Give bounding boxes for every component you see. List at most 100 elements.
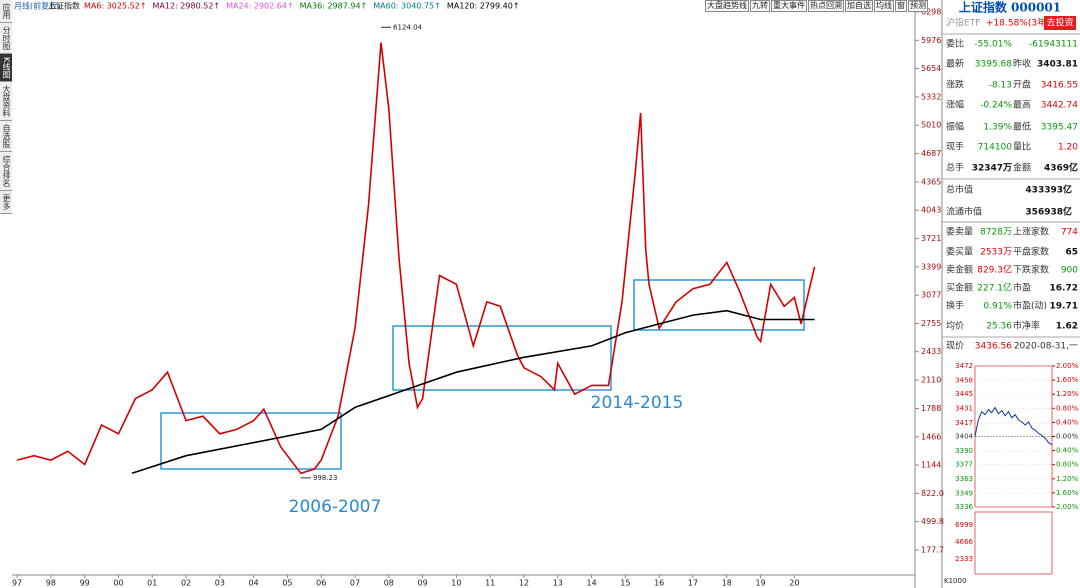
x-tick-label: 18 — [722, 579, 732, 588]
quote-cell: 32347万 — [972, 163, 1012, 174]
y-tick-label: 5976 — [921, 36, 941, 45]
tool-button[interactable]: 预测 — [908, 0, 928, 12]
side-tab[interactable]: 自选股 — [0, 121, 12, 153]
side-tab[interactable]: 大盘资料 — [0, 82, 12, 122]
quote-cell: 委买量 — [946, 246, 973, 258]
y2-tick-label: 0.80% — [1056, 404, 1079, 412]
tool-button[interactable]: 重大事件 — [771, 0, 807, 12]
quote-cell: 433393亿 — [1025, 184, 1072, 196]
quote-cell: 1.39% — [983, 123, 1012, 133]
quote-cell: 356938亿 — [1025, 206, 1072, 218]
quote-cell: 2020-08-31,一 — [1014, 342, 1078, 352]
side-tab[interactable]: 更多 — [0, 191, 12, 215]
intraday-line — [974, 406, 1053, 446]
side-tab[interactable]: 分时图 — [0, 23, 12, 54]
quote-cell: 买金额 — [946, 282, 973, 294]
x-tick-label: 19 — [755, 579, 765, 588]
quote-cell: 774 — [1061, 228, 1078, 238]
tool-button[interactable]: 均线 — [874, 0, 894, 12]
x-tick-label: 07 — [350, 579, 360, 588]
y-tick-label: 1144 — [921, 461, 941, 470]
y-tick-label: 3417 — [955, 419, 973, 427]
tool-button[interactable]: 大盘趋势线 — [705, 0, 749, 12]
quote-cell: 均价 — [946, 320, 964, 332]
quote-cell: 3416.55 — [1041, 81, 1078, 91]
legend-item: MA6: 3025.52↑ — [84, 2, 147, 11]
y-tick-label: 3721 — [921, 234, 941, 243]
y-tick-label: 1466 — [921, 432, 941, 441]
quote-cell: 换手 — [946, 300, 964, 312]
annotation: 2006-2007 — [289, 497, 382, 517]
quote-cell: 委卖量 — [946, 226, 973, 238]
quote-cell: 227.1亿 — [977, 282, 1012, 294]
y-tick-label: 3404 — [955, 433, 973, 441]
invest-button[interactable] — [1044, 16, 1076, 30]
quote-cell: 流通市值 — [946, 206, 982, 218]
range-box — [392, 325, 612, 391]
quote-cell: 3395.47 — [1041, 123, 1078, 133]
sidebar: 应用 分时图 K线图 大盘资料 自选股 综合排名 更多 — [0, 0, 12, 215]
extreme-label: 998.23 — [313, 474, 338, 482]
quote-cell: 金额 — [1013, 162, 1031, 174]
quote-cell: 25.36 — [986, 322, 1012, 332]
quote-cell: 总市值 — [946, 184, 973, 196]
tool-button[interactable]: 热点回溯 — [808, 0, 844, 12]
y-tick-label: 3458 — [955, 377, 973, 385]
x-tick-label: 99 — [80, 579, 90, 588]
quote-cell: 市净率 — [1013, 320, 1040, 332]
x-tick-label: 98 — [46, 579, 56, 588]
index-name: 上证指数 — [48, 1, 80, 11]
tool-button[interactable]: 加自选 — [845, 0, 873, 12]
legend-item: MA60: 3040.75↑ — [373, 2, 441, 11]
y-tick-label: 2755 — [921, 319, 941, 328]
y-tick-label: 4043 — [921, 206, 941, 215]
y-tick-label: 3349 — [955, 490, 973, 498]
x-tick-label: 05 — [282, 579, 292, 588]
y-tick-label: 5010 — [921, 121, 941, 130]
quote-cell: 3395.68 — [975, 60, 1012, 70]
y-tick-label: 3363 — [955, 475, 973, 483]
y-tick-label: 499.8 — [921, 517, 944, 526]
quote-cell: 4369亿 — [1044, 162, 1078, 174]
quote-cell: 2533万 — [980, 248, 1012, 258]
annotation: 2014-2015 — [591, 393, 684, 413]
side-tab[interactable]: K线图 — [0, 54, 12, 83]
panel-title: 上证指数 000001 — [959, 0, 1061, 15]
x-tick-label: 13 — [553, 579, 563, 588]
x-tick-label: 17 — [688, 579, 698, 588]
y-tick-label: 2110 — [921, 376, 941, 385]
quote-cell: 振幅 — [946, 121, 964, 133]
y-tick-label: 3377 — [955, 460, 973, 468]
x-tick-label: 09 — [418, 579, 428, 588]
volume-tick-label: 2333 — [955, 555, 973, 563]
side-tab[interactable]: 综合排名 — [0, 152, 12, 192]
x-tick-label: 03 — [215, 579, 225, 588]
y2-tick-label: 1.20% — [1056, 475, 1079, 483]
side-tab[interactable]: 应用 — [0, 0, 12, 23]
y-tick-label: 3336 — [955, 503, 973, 511]
y-tick-label: 3472 — [955, 362, 973, 370]
quote-cell: 最新 — [946, 58, 964, 70]
x-tick-label: 08 — [384, 579, 394, 588]
y-tick-label: 4687 — [921, 149, 941, 158]
x-tick-label: 97 — [12, 579, 22, 588]
quote-cell: 涨幅 — [946, 99, 964, 111]
y2-tick-label: 0.80% — [1056, 461, 1079, 469]
quote-cell: 量比 — [1013, 141, 1031, 153]
invest-label[interactable]: 去投资 — [1046, 17, 1073, 29]
tool-button[interactable]: 九转 — [750, 0, 770, 12]
tool-button[interactable]: 窗 — [895, 0, 907, 12]
quote-cell: 卖金额 — [946, 264, 973, 276]
quote-cell: 委比 — [946, 38, 964, 50]
x-tick-label: 20 — [789, 579, 799, 588]
quote-cell: 市盈 — [1013, 282, 1031, 294]
y-tick-label: 5332 — [921, 92, 941, 101]
x-tick-label: 00 — [113, 579, 123, 588]
quote-cell: 涨跌 — [946, 80, 964, 91]
range-box — [160, 412, 342, 470]
price-line — [131, 309, 815, 475]
price-line — [16, 42, 816, 475]
volume-tick-label: 6999 — [955, 521, 973, 529]
